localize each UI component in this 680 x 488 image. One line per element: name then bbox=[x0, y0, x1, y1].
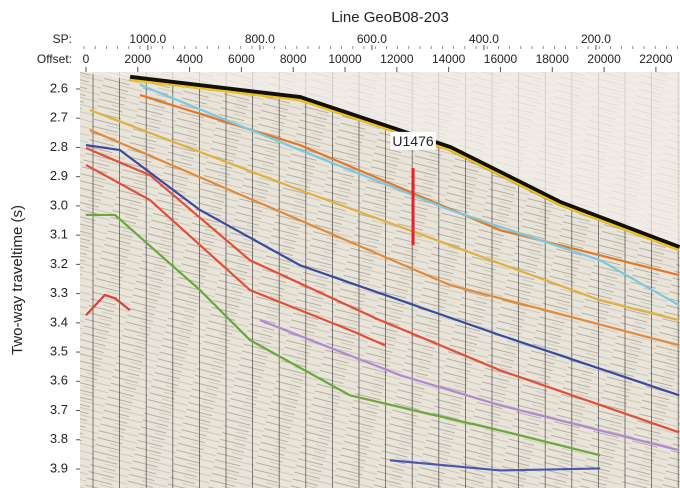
seafloor-shadow bbox=[129, 74, 680, 251]
y-tick-label: 2.8 bbox=[50, 139, 68, 154]
x2-tick-label: 400.0 bbox=[469, 32, 499, 46]
y-tick-label: 3.9 bbox=[50, 460, 68, 475]
horizon bbox=[129, 78, 680, 252]
y-tick-label: 3.5 bbox=[50, 343, 68, 358]
y-tick-label: 3.8 bbox=[50, 431, 68, 446]
x-axis-label: Offset: bbox=[37, 52, 72, 66]
y-tick-label: 3.1 bbox=[50, 227, 68, 242]
horizon bbox=[259, 319, 680, 452]
x-tick-label: 18000 bbox=[536, 52, 570, 66]
horizon bbox=[85, 163, 386, 347]
x2-axis-label: SP: bbox=[53, 32, 72, 46]
horizon bbox=[89, 108, 680, 322]
site-label: U1476 bbox=[392, 133, 433, 149]
y-axis-label: Two-way traveltime (s) bbox=[9, 205, 26, 355]
horizon bbox=[85, 213, 601, 457]
y-tick-label: 3.4 bbox=[50, 314, 68, 329]
x-tick-label: 2000 bbox=[124, 52, 151, 66]
horizon bbox=[85, 146, 680, 434]
y-tick-label: 3.3 bbox=[50, 285, 68, 300]
chart-title: Line GeoB08-203 bbox=[331, 9, 449, 26]
x-tick-label: 0 bbox=[83, 52, 90, 66]
horizon bbox=[85, 293, 131, 316]
x-tick-label: 16000 bbox=[484, 52, 518, 66]
x-tick-label: 14000 bbox=[432, 52, 466, 66]
x-tick-label: 20000 bbox=[587, 52, 621, 66]
y-tick-label: 3.7 bbox=[50, 402, 68, 417]
y-tick-label: 2.6 bbox=[50, 80, 68, 95]
y-tick-label: 3.0 bbox=[50, 197, 68, 212]
x-tick-label: 12000 bbox=[380, 52, 414, 66]
x2-tick-label: 600.0 bbox=[357, 32, 387, 46]
x-tick-label: 4000 bbox=[176, 52, 203, 66]
x2-tick-label: 1000.0 bbox=[129, 32, 166, 46]
horizon bbox=[139, 83, 680, 307]
x-tick-label: 10000 bbox=[328, 52, 362, 66]
horizon bbox=[139, 94, 680, 277]
horizon bbox=[85, 143, 680, 397]
x-tick-label: 22000 bbox=[639, 52, 673, 66]
x2-tick-label: 200.0 bbox=[581, 32, 611, 46]
y-tick-label: 2.7 bbox=[50, 110, 68, 125]
horizon bbox=[389, 459, 601, 472]
water-column bbox=[80, 72, 680, 251]
y-tick-label: 3.2 bbox=[50, 256, 68, 271]
site-label-bg bbox=[390, 131, 436, 150]
y-tick-label: 2.9 bbox=[50, 168, 68, 183]
x2-tick-label: 800.0 bbox=[245, 32, 275, 46]
y-tick-label: 3.6 bbox=[50, 373, 68, 388]
trace-lines bbox=[92, 72, 679, 488]
x-tick-label: 6000 bbox=[228, 52, 255, 66]
horizon bbox=[89, 128, 680, 347]
x-tick-label: 8000 bbox=[280, 52, 307, 66]
